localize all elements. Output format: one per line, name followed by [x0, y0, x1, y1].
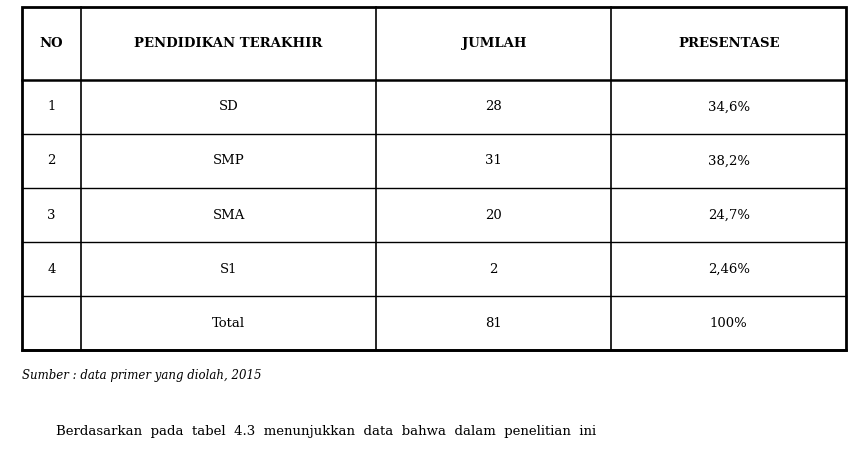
- Text: 2,46%: 2,46%: [707, 263, 750, 275]
- Text: 4: 4: [47, 263, 56, 275]
- Text: 2: 2: [47, 155, 56, 167]
- Text: 34,6%: 34,6%: [707, 101, 750, 113]
- Text: Berdasarkan  pada  tabel  4.3  menunjukkan  data  bahwa  dalam  penelitian  ini: Berdasarkan pada tabel 4.3 menunjukkan d…: [22, 425, 595, 439]
- Text: 24,7%: 24,7%: [707, 209, 750, 221]
- Text: 31: 31: [485, 155, 503, 167]
- Text: S1: S1: [220, 263, 238, 275]
- Text: SMP: SMP: [213, 155, 245, 167]
- Bar: [22, 7, 846, 350]
- Text: 28: 28: [485, 101, 503, 113]
- Text: 38,2%: 38,2%: [707, 155, 750, 167]
- Text: PRESENTASE: PRESENTASE: [678, 37, 779, 50]
- Text: Sumber : data primer yang diolah, 2015: Sumber : data primer yang diolah, 2015: [22, 369, 261, 382]
- Text: Total: Total: [212, 317, 246, 329]
- Text: SMA: SMA: [213, 209, 245, 221]
- Text: 1: 1: [47, 101, 56, 113]
- Text: JUMLAH: JUMLAH: [462, 37, 526, 50]
- Text: NO: NO: [40, 37, 63, 50]
- Text: 2: 2: [490, 263, 498, 275]
- Text: SD: SD: [219, 101, 239, 113]
- Text: 20: 20: [485, 209, 503, 221]
- Text: PENDIDIKAN TERAKHIR: PENDIDIKAN TERAKHIR: [135, 37, 323, 50]
- Text: 100%: 100%: [710, 317, 747, 329]
- Text: 81: 81: [485, 317, 503, 329]
- Text: 3: 3: [47, 209, 56, 221]
